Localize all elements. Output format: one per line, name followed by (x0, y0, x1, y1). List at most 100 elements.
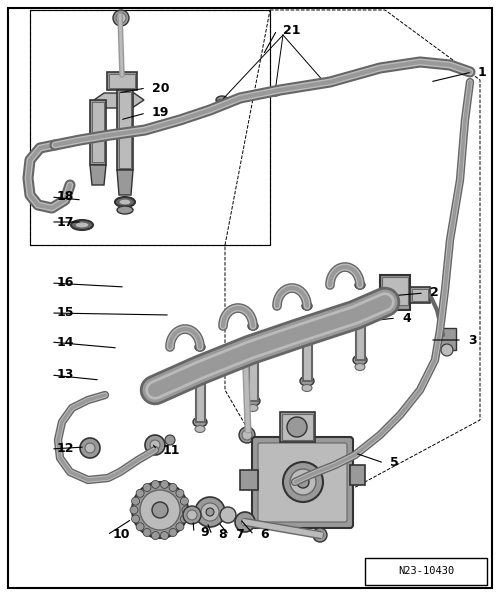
Text: 11: 11 (163, 443, 180, 457)
FancyBboxPatch shape (258, 443, 347, 522)
Polygon shape (117, 170, 133, 195)
Text: 15: 15 (57, 306, 74, 319)
Circle shape (145, 435, 165, 455)
Bar (119, 92, 131, 168)
Ellipse shape (353, 355, 367, 365)
Bar (350, 465, 365, 485)
Text: 6: 6 (260, 529, 268, 542)
Text: 12: 12 (57, 442, 74, 455)
Ellipse shape (300, 376, 314, 386)
Ellipse shape (195, 343, 205, 351)
Bar (240, 470, 258, 490)
Circle shape (169, 529, 177, 536)
Bar (109, 74, 135, 88)
Text: 3: 3 (468, 334, 476, 346)
Circle shape (180, 515, 188, 523)
Circle shape (80, 438, 100, 458)
Circle shape (287, 417, 307, 437)
Ellipse shape (302, 384, 312, 392)
Text: 10: 10 (113, 529, 130, 542)
Text: 21: 21 (283, 23, 300, 36)
Circle shape (201, 503, 219, 521)
Text: 20: 20 (152, 82, 170, 95)
Text: 5: 5 (390, 457, 399, 470)
Circle shape (206, 508, 214, 516)
Ellipse shape (119, 199, 131, 205)
Text: 8: 8 (218, 529, 226, 542)
Bar (30, 10, 270, 245)
Circle shape (160, 532, 168, 539)
Circle shape (85, 443, 95, 453)
Bar (30, 10, 270, 245)
Ellipse shape (269, 88, 281, 96)
Circle shape (130, 506, 138, 514)
Circle shape (152, 502, 168, 518)
Text: 19: 19 (152, 107, 170, 120)
Circle shape (195, 497, 225, 527)
Text: 17: 17 (57, 216, 74, 228)
Text: 4: 4 (402, 312, 411, 324)
Circle shape (132, 515, 140, 523)
Circle shape (165, 435, 175, 445)
Ellipse shape (71, 220, 93, 230)
Ellipse shape (248, 322, 258, 330)
Circle shape (239, 427, 255, 443)
Ellipse shape (355, 281, 365, 289)
Ellipse shape (115, 197, 135, 207)
Ellipse shape (216, 96, 228, 104)
Circle shape (235, 512, 255, 532)
Circle shape (140, 490, 180, 530)
Circle shape (132, 497, 140, 505)
Circle shape (150, 440, 160, 450)
Ellipse shape (302, 302, 312, 310)
Circle shape (136, 489, 144, 497)
Circle shape (183, 506, 201, 524)
Bar (412, 289, 428, 301)
Text: 1: 1 (478, 66, 487, 79)
Bar (438, 328, 456, 350)
Circle shape (176, 489, 184, 497)
Ellipse shape (75, 222, 89, 228)
FancyBboxPatch shape (252, 437, 353, 528)
Bar (380, 275, 410, 310)
Circle shape (136, 523, 144, 530)
Bar (92, 102, 104, 162)
Bar (365, 558, 487, 585)
Bar (282, 414, 313, 440)
Polygon shape (94, 93, 144, 108)
Circle shape (283, 462, 323, 502)
Bar (410, 287, 430, 303)
Bar (117, 90, 133, 170)
Circle shape (169, 483, 177, 492)
Circle shape (152, 480, 160, 488)
Circle shape (152, 532, 160, 539)
Circle shape (143, 483, 151, 492)
Ellipse shape (355, 364, 365, 371)
Circle shape (176, 523, 184, 530)
Bar (90, 100, 106, 165)
Text: N23-10430: N23-10430 (398, 567, 454, 576)
Text: 9: 9 (200, 526, 208, 539)
Ellipse shape (193, 417, 207, 427)
Text: 7: 7 (235, 529, 244, 542)
Circle shape (441, 344, 453, 356)
Circle shape (182, 506, 190, 514)
Text: 13: 13 (57, 368, 74, 381)
Ellipse shape (248, 405, 258, 411)
Text: 2: 2 (430, 287, 439, 300)
Bar (382, 277, 408, 305)
Ellipse shape (117, 206, 133, 214)
Circle shape (220, 507, 236, 523)
Circle shape (160, 480, 168, 488)
Ellipse shape (319, 79, 331, 87)
Polygon shape (90, 165, 106, 185)
Ellipse shape (246, 396, 260, 406)
Circle shape (297, 476, 309, 488)
Circle shape (143, 529, 151, 536)
Text: 18: 18 (57, 191, 74, 203)
Bar (280, 412, 315, 442)
Circle shape (187, 510, 197, 520)
Circle shape (290, 469, 316, 495)
Text: 16: 16 (57, 277, 74, 290)
Circle shape (132, 482, 188, 538)
